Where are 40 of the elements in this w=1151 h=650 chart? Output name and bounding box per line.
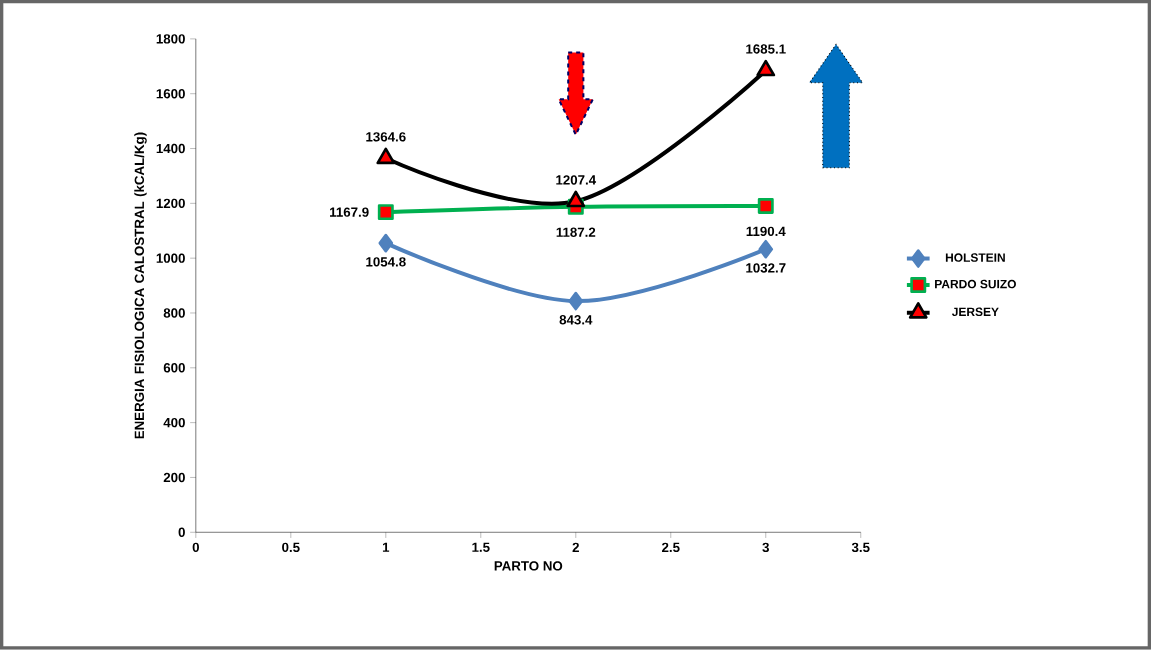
point [757, 198, 774, 215]
point [566, 190, 586, 208]
y-tick-label: 1200 [156, 198, 185, 209]
data-label: 843.4 [559, 315, 593, 325]
x-tick-label: 2 [572, 542, 579, 553]
x-tick-label: 2.5 [661, 542, 680, 553]
y-tick-label: 800 [163, 308, 185, 318]
point [756, 59, 776, 77]
data-label: 1207.4 [556, 175, 597, 185]
y-tick-label: 1000 [156, 253, 185, 264]
x-axis-title: PARTO NO [494, 561, 563, 571]
x-tick-label: 1.5 [472, 542, 490, 553]
point [376, 147, 396, 165]
y-tick-label: 0 [178, 527, 185, 538]
data-label: 1190.4 [746, 226, 786, 237]
y-tick-label: 200 [163, 472, 185, 483]
point [377, 204, 394, 221]
legend-label: HOLSTEIN [945, 253, 1005, 263]
data-label: 1054.8 [366, 257, 406, 267]
y-tick-label: 1600 [156, 89, 185, 99]
data-label: 1364.6 [366, 132, 406, 142]
data-label: 1167.9 [330, 207, 369, 218]
x-tick-label: 1 [382, 542, 390, 552]
legend-label: JERSEY [951, 307, 999, 317]
data-label: 1187.2 [556, 227, 596, 238]
data-label: 1685.1 [746, 44, 786, 54]
x-tick-label: 3 [762, 542, 769, 553]
y-axis-title: ENERGIA FISIOLOGICA CALOSTRAL (kCAL/Kg) [134, 132, 147, 439]
point [758, 240, 774, 259]
x-tick-label: 0 [192, 542, 199, 553]
point [378, 234, 394, 253]
y-tick-label: 400 [163, 418, 185, 428]
data-label: 1032.7 [746, 263, 786, 273]
legend-label: PARDO SUIZO [935, 279, 1016, 289]
y-tick-label: 1400 [156, 144, 185, 154]
y-tick-label: 1800 [156, 34, 185, 44]
x-tick-label: 0.5 [282, 542, 300, 553]
y-tick-label: 600 [163, 363, 185, 373]
point [568, 291, 584, 311]
x-tick-label: 3.5 [851, 542, 870, 553]
